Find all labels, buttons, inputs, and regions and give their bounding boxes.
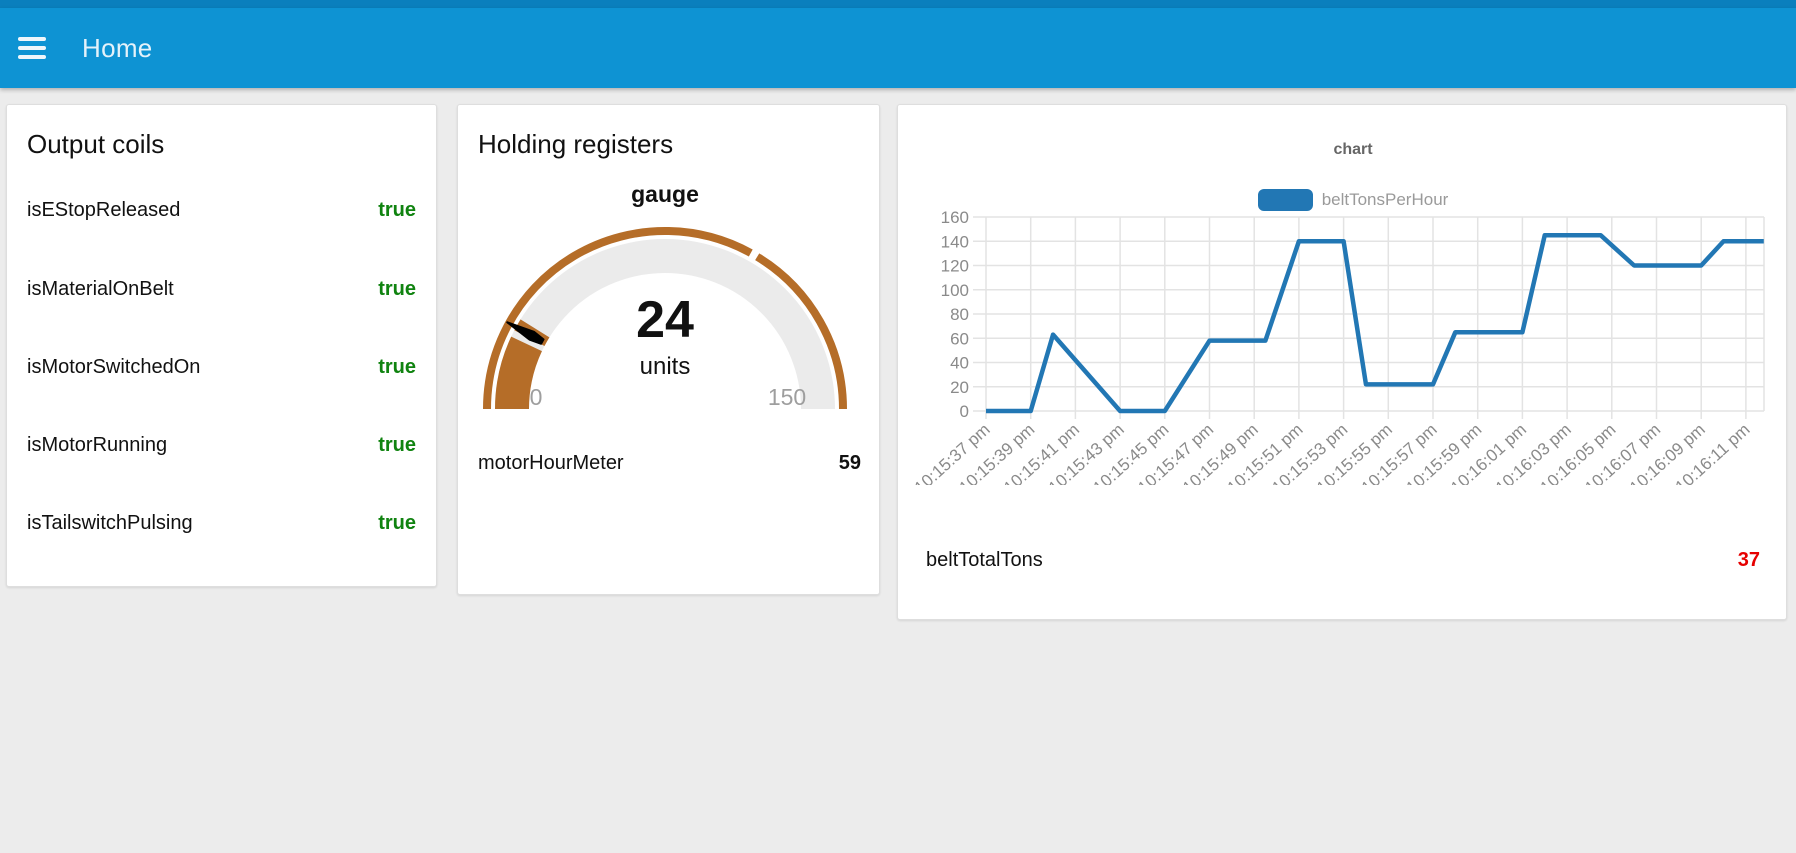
legend-swatch xyxy=(1257,189,1313,211)
coil-label: isTailswitchPulsing xyxy=(27,511,193,534)
svg-text:140: 140 xyxy=(941,232,969,251)
menu-button[interactable] xyxy=(10,26,54,70)
svg-text:100: 100 xyxy=(941,281,969,300)
page-title: Home xyxy=(82,32,153,63)
gauge-title: gauge xyxy=(631,181,699,207)
coil-value: true xyxy=(378,511,416,534)
svg-text:60: 60 xyxy=(950,329,969,348)
svg-text:0: 0 xyxy=(960,402,969,421)
card-chart: chart beltTonsPerHour 0 20 40 60 80 100 120 140… xyxy=(897,104,1787,620)
coil-row: isTailswitchPulsing true xyxy=(27,510,416,536)
gauge-widget: 0 150 xyxy=(483,227,847,410)
coil-label: isMotorRunning xyxy=(27,433,168,456)
card-title: Output coils xyxy=(27,129,165,159)
coil-row: isMaterialOnBelt true xyxy=(27,276,416,302)
total-row: beltTotalTons 37 xyxy=(926,547,1760,573)
total-label: beltTotalTons xyxy=(926,548,1043,571)
svg-text:20: 20 xyxy=(950,378,969,397)
svg-text:40: 40 xyxy=(950,354,969,373)
coil-value: true xyxy=(378,433,416,456)
coil-value: true xyxy=(378,277,416,300)
coil-value: true xyxy=(378,198,416,221)
register-value: 59 xyxy=(838,451,861,474)
coil-value: true xyxy=(378,355,416,378)
coil-label: isMaterialOnBelt xyxy=(27,277,174,300)
coil-label: isMotorSwitchedOn xyxy=(27,355,201,378)
svg-text:150: 150 xyxy=(768,384,806,410)
card-output-coils: Output coils isEStopReleased true isMate… xyxy=(6,104,437,587)
total-value: 37 xyxy=(1737,548,1760,571)
svg-text:160: 160 xyxy=(941,208,969,227)
chart-legend: beltTonsPerHour xyxy=(898,189,1796,211)
gauge-units: units xyxy=(639,353,691,380)
card-holding-registers: Holding registers gauge 0 150 24 units mo… xyxy=(457,104,880,595)
svg-text:120: 120 xyxy=(941,257,969,276)
chart-title: chart xyxy=(1333,141,1373,158)
register-row: motorHourMeter 59 xyxy=(478,450,861,476)
coil-row: isMotorSwitchedOn true xyxy=(27,354,416,380)
gauge-value: 24 xyxy=(636,291,694,349)
svg-text:80: 80 xyxy=(950,305,969,324)
legend-series-name: beltTonsPerHour xyxy=(1321,190,1449,209)
coil-row: isMotorRunning true xyxy=(27,432,416,458)
hamburger-icon xyxy=(18,37,46,59)
svg-text:0: 0 xyxy=(530,384,543,410)
window-top-strip xyxy=(0,0,1796,8)
app-header: Home xyxy=(0,8,1796,88)
card-title: Holding registers xyxy=(478,129,674,159)
coil-label: isEStopReleased xyxy=(27,198,181,221)
coil-row: isEStopReleased true xyxy=(27,197,416,223)
register-label: motorHourMeter xyxy=(478,451,624,474)
